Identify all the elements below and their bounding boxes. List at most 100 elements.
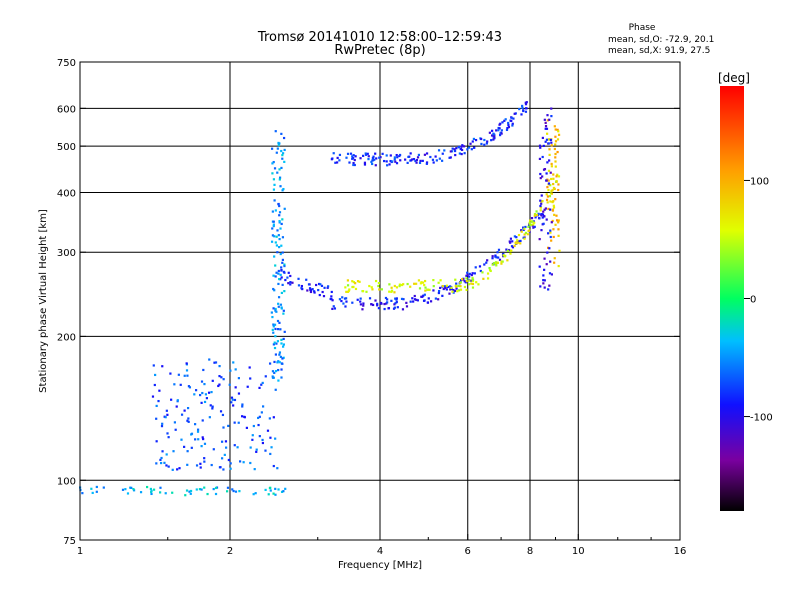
data-point <box>175 405 178 408</box>
data-point <box>187 420 190 423</box>
data-point <box>552 173 555 176</box>
data-point <box>545 218 548 221</box>
data-point <box>224 446 228 449</box>
data-point <box>469 279 472 282</box>
data-point <box>202 368 205 372</box>
data-point <box>278 221 281 224</box>
data-point <box>218 374 221 378</box>
data-point <box>538 238 541 241</box>
data-point <box>432 285 435 288</box>
data-point <box>551 219 554 223</box>
data-point <box>541 155 544 159</box>
data-point <box>269 489 272 492</box>
data-point <box>432 289 435 292</box>
data-point <box>552 228 555 231</box>
data-point <box>498 123 501 126</box>
data-point <box>270 446 273 449</box>
data-point <box>522 228 525 232</box>
data-point <box>497 129 500 132</box>
data-point <box>230 401 233 404</box>
data-point <box>309 290 313 294</box>
data-point <box>502 252 505 256</box>
data-point <box>418 287 422 290</box>
data-point <box>384 296 388 300</box>
data-point <box>261 405 265 408</box>
data-point <box>374 299 377 302</box>
data-point <box>549 235 552 239</box>
data-points <box>79 101 561 497</box>
data-point <box>415 158 418 162</box>
data-point <box>177 373 180 376</box>
data-point <box>282 343 285 346</box>
data-point <box>359 157 362 160</box>
data-point <box>170 398 173 401</box>
data-point <box>498 258 502 261</box>
data-point <box>270 311 273 314</box>
data-point <box>281 152 285 155</box>
data-point <box>415 161 418 164</box>
data-point <box>198 488 202 491</box>
data-point <box>480 137 483 141</box>
data-point <box>272 220 275 223</box>
data-point <box>554 160 557 163</box>
data-point <box>407 155 410 158</box>
data-point <box>367 157 370 161</box>
data-point <box>213 361 216 364</box>
data-point <box>473 146 476 149</box>
data-point <box>359 300 362 303</box>
data-point <box>501 121 504 124</box>
data-point <box>356 280 360 283</box>
data-point <box>371 303 375 307</box>
data-point <box>273 323 277 326</box>
data-point <box>159 486 162 489</box>
data-point <box>558 249 561 252</box>
data-point <box>470 148 473 151</box>
data-point <box>267 493 270 496</box>
data-point <box>95 485 98 489</box>
data-point <box>524 101 527 104</box>
data-point <box>557 133 561 136</box>
data-point <box>274 493 277 496</box>
data-point <box>196 430 200 433</box>
data-point <box>393 306 396 309</box>
data-point <box>550 189 553 193</box>
data-point <box>313 291 316 294</box>
data-point <box>548 118 551 121</box>
data-point <box>454 278 457 281</box>
data-point <box>206 492 209 496</box>
data-point <box>393 303 396 306</box>
data-point <box>413 282 416 285</box>
data-point <box>549 231 552 234</box>
data-point <box>332 152 335 155</box>
data-point <box>381 152 384 155</box>
data-point <box>552 200 555 203</box>
data-point <box>308 287 312 290</box>
data-point <box>550 162 553 166</box>
data-point <box>435 159 438 162</box>
data-point <box>271 328 274 331</box>
data-point <box>368 297 372 300</box>
data-point <box>274 307 277 311</box>
data-point <box>448 156 451 159</box>
data-point <box>132 489 136 492</box>
colorbar-tick-label: 0 <box>750 295 756 306</box>
phase-box-line2: mean, sd,X: 91.9, 27.5 <box>608 46 710 56</box>
data-point <box>554 152 557 156</box>
data-point <box>549 138 552 142</box>
data-point <box>277 368 280 372</box>
data-point <box>466 148 469 151</box>
data-point <box>353 163 356 167</box>
data-point <box>533 225 536 228</box>
data-point <box>167 436 170 439</box>
data-point <box>406 161 409 164</box>
data-point <box>333 307 337 310</box>
data-point <box>383 159 386 163</box>
data-point <box>237 377 240 380</box>
data-point <box>334 161 337 164</box>
data-point <box>556 128 559 131</box>
data-point <box>271 375 274 378</box>
data-point <box>346 152 350 155</box>
data-point <box>498 134 502 137</box>
data-point <box>557 183 560 186</box>
data-point <box>554 156 557 159</box>
